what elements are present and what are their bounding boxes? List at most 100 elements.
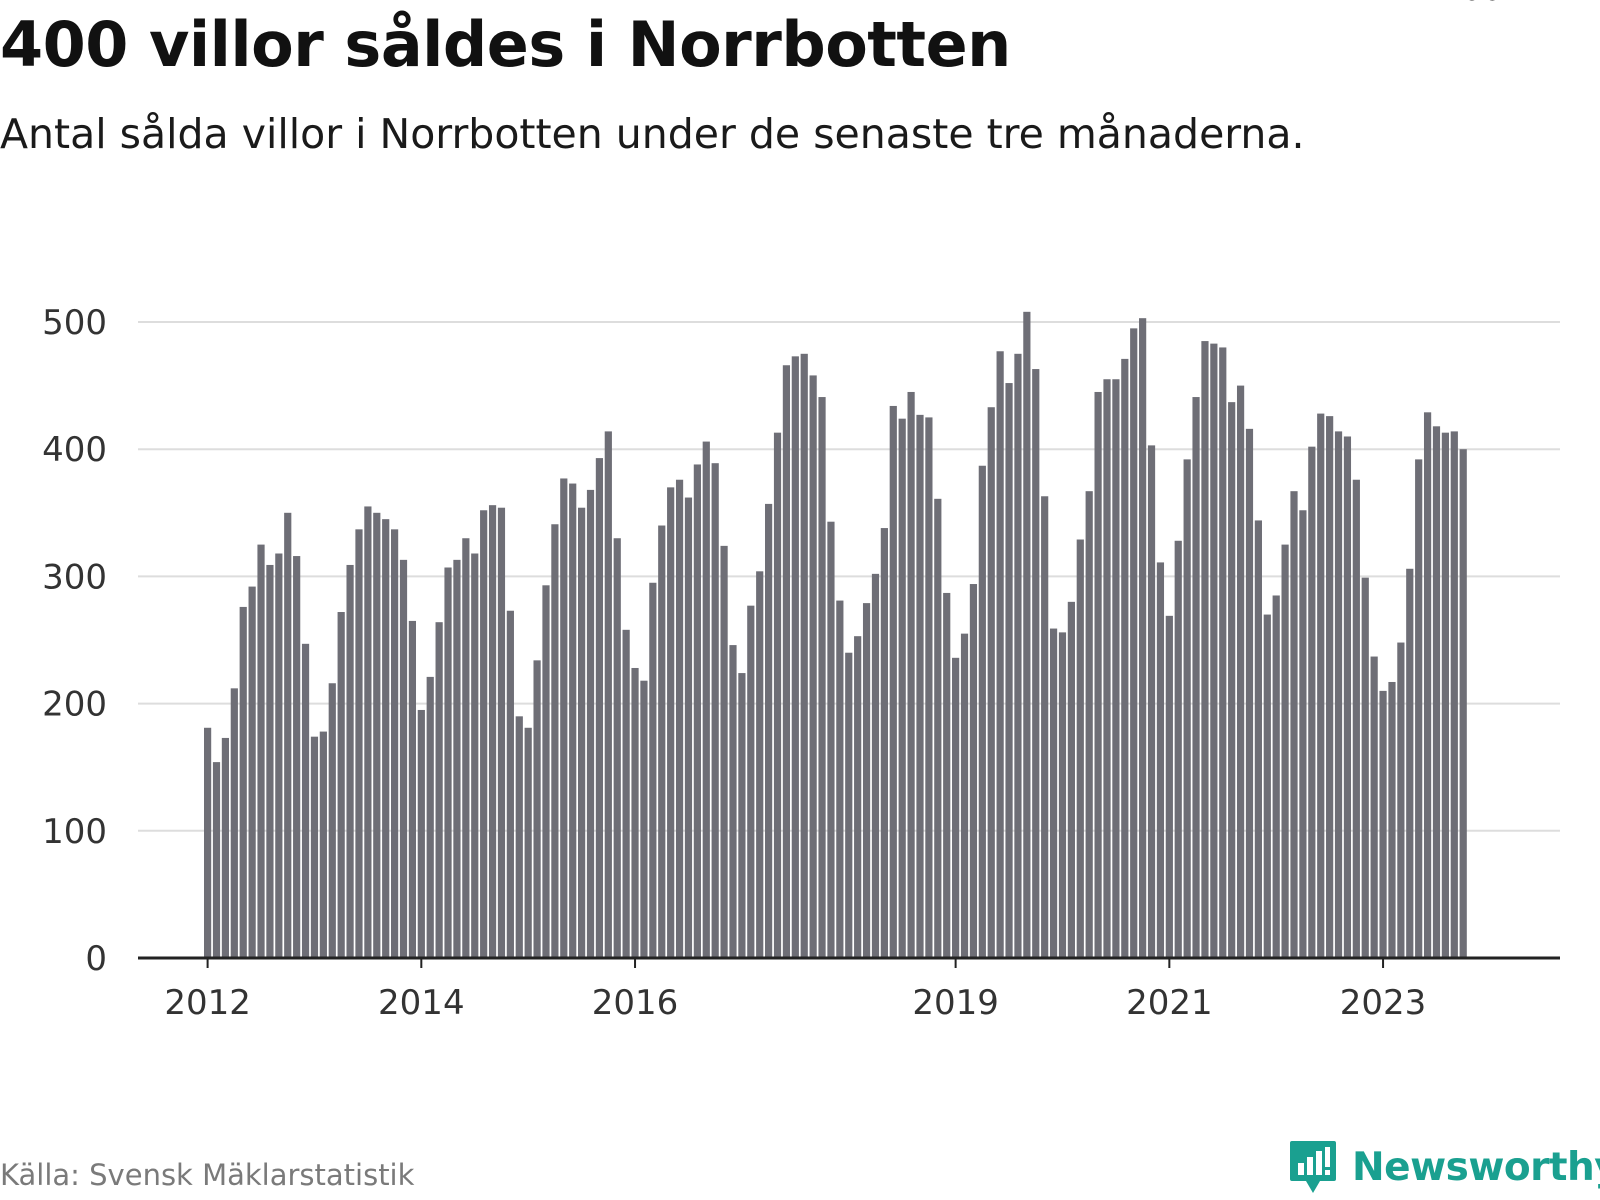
bar: [1308, 446, 1316, 958]
bar: [791, 356, 799, 959]
bar: [782, 365, 791, 958]
bar: [862, 603, 871, 958]
bar: [1423, 412, 1432, 958]
bar: [978, 465, 986, 958]
bar: [738, 673, 746, 958]
bar: [969, 584, 978, 958]
bar: [1005, 383, 1013, 958]
bar: [649, 582, 657, 958]
bar: [230, 688, 238, 958]
bar: [212, 762, 221, 958]
bar: [1023, 311, 1031, 958]
bar: [871, 573, 880, 958]
bar: [854, 636, 862, 958]
bar: [1388, 681, 1396, 958]
y-axis-labels: 0 100 200 300 400 500: [42, 303, 107, 979]
bar: [1290, 491, 1298, 958]
bar: [1379, 690, 1387, 958]
bar: [1014, 353, 1022, 958]
bar: [711, 463, 719, 958]
y-tick-label: 100: [42, 812, 107, 852]
bar: [382, 519, 390, 958]
bar: [1210, 343, 1218, 958]
bar: [818, 397, 826, 958]
brand-logo[interactable]: Newsworthy: [1288, 1139, 1600, 1195]
bar: [346, 564, 354, 958]
bar: [506, 610, 514, 958]
bar: [364, 506, 372, 958]
y-tick-label: 500: [42, 303, 107, 343]
bar: [1326, 416, 1334, 958]
bars: [204, 311, 1467, 959]
bar: [1317, 413, 1325, 959]
bar: [391, 529, 399, 958]
bar: [1281, 544, 1289, 958]
bar: [497, 507, 506, 958]
bar: [765, 503, 773, 958]
bar: [934, 498, 942, 958]
bar: [756, 571, 764, 958]
bar: [1415, 459, 1423, 958]
bar: [462, 538, 470, 958]
bar: [586, 489, 595, 958]
bar: [1361, 577, 1369, 958]
bar: [987, 407, 995, 959]
bar: [471, 553, 479, 958]
bar: [1085, 491, 1093, 958]
bar: [1076, 539, 1084, 958]
bar: [1094, 391, 1102, 959]
bar: [898, 418, 906, 958]
bar: [542, 585, 550, 958]
bar: [773, 432, 782, 958]
bar: [1049, 628, 1058, 958]
bar: [399, 559, 408, 958]
bar: [604, 431, 612, 958]
bar: [301, 643, 310, 958]
bar: [880, 528, 888, 958]
bar: [1236, 385, 1245, 959]
bar: [1343, 436, 1352, 959]
bar: [239, 606, 247, 958]
bar: [569, 483, 577, 958]
y-tick-label: 0: [85, 939, 107, 979]
x-tick-label: 2019: [912, 983, 999, 1023]
bar: [631, 667, 639, 958]
bar: [1228, 402, 1236, 958]
bar: [1183, 459, 1191, 958]
bar: [444, 567, 452, 958]
bar: [1459, 449, 1467, 958]
bar: [720, 545, 728, 958]
x-tick-label: 2016: [592, 983, 679, 1023]
bar: [1441, 432, 1449, 958]
x-axis: 2012 2014 2016 2019 2021 2023: [138, 956, 1560, 1023]
bar: [916, 414, 924, 958]
bar: [1147, 445, 1156, 958]
bar: [1432, 426, 1441, 958]
bar: [836, 600, 844, 958]
bar: [595, 458, 604, 958]
bar: [1272, 595, 1280, 958]
bar: [800, 353, 808, 958]
bar: [221, 737, 230, 958]
bar: [729, 645, 737, 958]
bar: [515, 716, 523, 958]
chart-subtitle: Antal sålda villor i Norrbotten under de…: [0, 110, 1305, 158]
x-tick-label: 2014: [378, 983, 465, 1023]
newsworthy-logo-icon: [1290, 1141, 1336, 1193]
bar: [355, 529, 363, 958]
bar: [328, 683, 336, 958]
bar: [257, 544, 265, 958]
bar: [1450, 431, 1458, 958]
bar: [809, 375, 817, 958]
bar: [925, 417, 933, 958]
highlight-value-label: 400: [1441, 0, 1502, 8]
bar: [622, 629, 630, 958]
bar: [408, 620, 417, 958]
bar: [667, 487, 675, 958]
bar: [1370, 656, 1378, 958]
bar: [480, 510, 488, 958]
bar: [845, 652, 853, 958]
bar: [684, 497, 693, 958]
y-tick-label: 400: [42, 430, 107, 470]
bar: [1201, 341, 1209, 959]
